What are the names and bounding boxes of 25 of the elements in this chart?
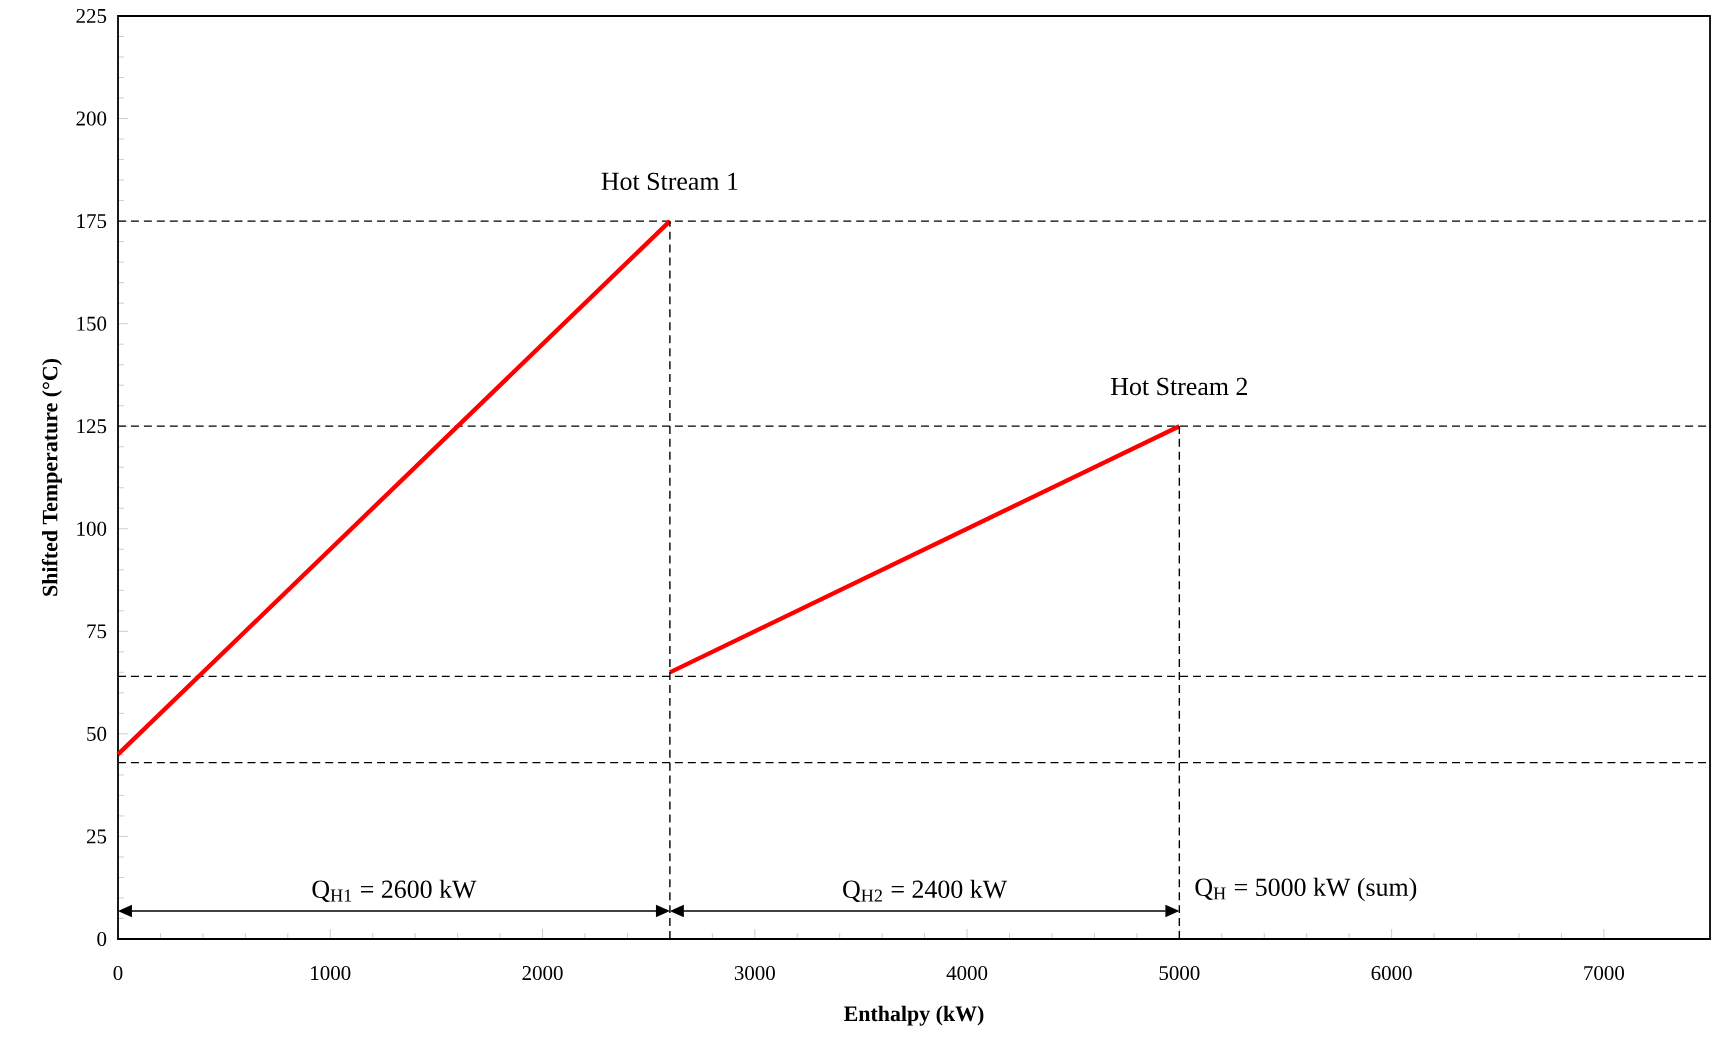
x-tick-label: 2000	[522, 965, 563, 981]
y-tick-label: 150	[77, 316, 107, 331]
annotation: Q$_{H}$ = 5000 kW (sum)	[1195, 877, 1417, 902]
x-tick-label: 6000	[1371, 965, 1412, 981]
x-axis-title: Enthalpy (kW)	[844, 1005, 984, 1026]
y-tick-label: 25	[86, 829, 107, 844]
y-tick-label: 175	[77, 214, 107, 229]
y-tick-label: 200	[76, 111, 107, 126]
annotation: Hot Stream 2	[1111, 377, 1247, 396]
x-tick-label: 5000	[1159, 965, 1200, 981]
y-tick-label: 225	[76, 8, 107, 24]
x-tick-label: 3000	[734, 965, 775, 981]
y-tick-label: 0	[97, 931, 107, 947]
x-tick-label: 1000	[311, 965, 351, 981]
x-tick-label: 0	[113, 965, 123, 981]
y-tick-label: 125	[77, 419, 107, 434]
annotation: Hot Stream 1	[601, 172, 738, 191]
y-tick-label: 50	[87, 726, 107, 741]
y-tick-label: 75	[87, 624, 107, 639]
x-tick-label: 7000	[1584, 965, 1624, 981]
annotation: Q$_{H2}$ = 2400 kW	[843, 879, 1008, 902]
annotation: Q$_{H1}$ = 2600 kW	[312, 879, 477, 902]
x-tick-label: 4000	[946, 965, 988, 981]
y-axis-title: Shifted Temperature (°C)	[41, 359, 62, 596]
y-tick-label: 100	[77, 521, 107, 536]
